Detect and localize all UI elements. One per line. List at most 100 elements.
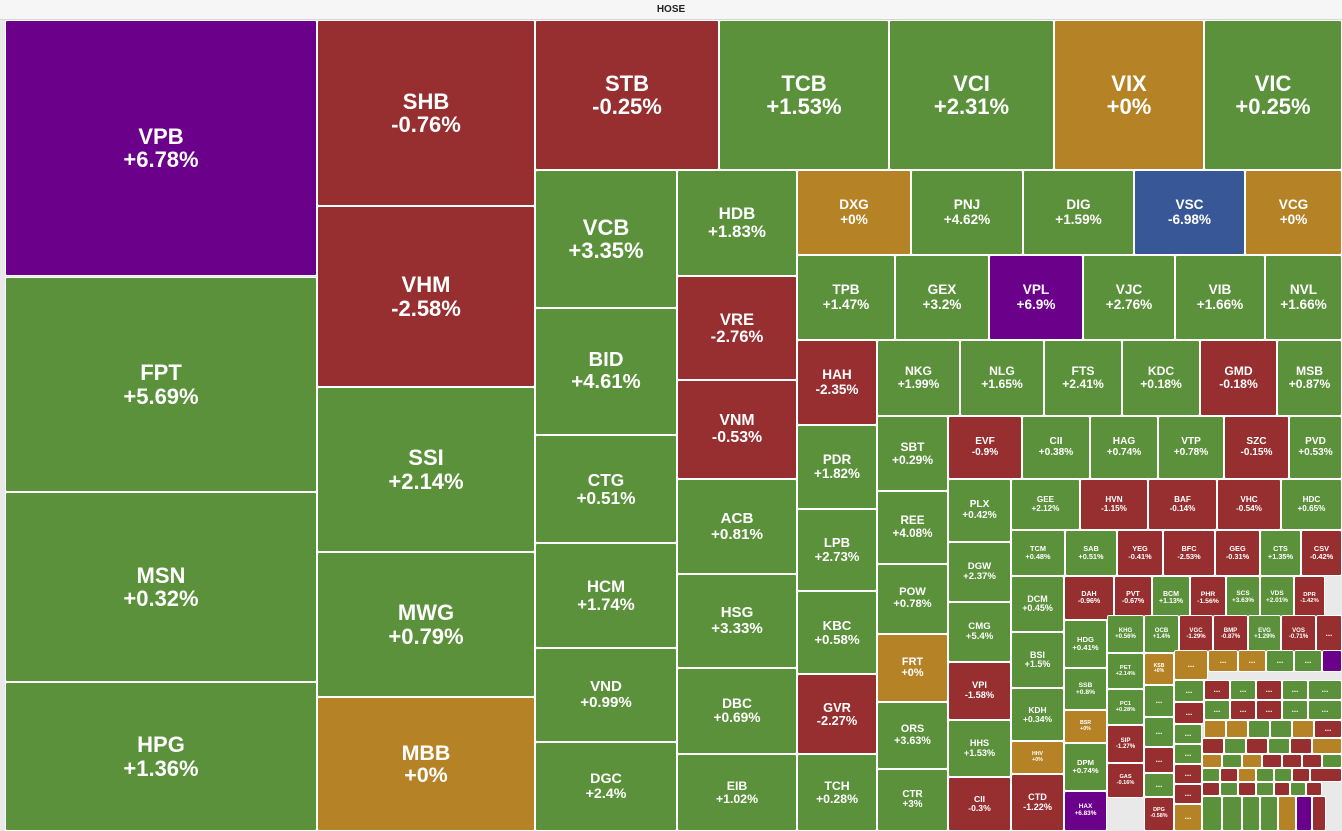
stock-tile-hdb[interactable]: HDB +1.83% bbox=[677, 170, 797, 276]
small-stock-tile[interactable] bbox=[1242, 796, 1260, 831]
stock-tile-cmg[interactable]: CMG +5.4% bbox=[948, 602, 1011, 662]
stock-tile-tch[interactable]: TCH +0.28% bbox=[797, 754, 877, 831]
stock-tile-hah[interactable]: HAH -2.35% bbox=[797, 340, 877, 425]
stock-tile-phr[interactable]: PHR -1.56% bbox=[1190, 576, 1226, 620]
stock-tile-cts[interactable]: CTS +1.35% bbox=[1260, 530, 1301, 576]
small-stock-tile[interactable] bbox=[1292, 768, 1310, 782]
stock-tile-dgw[interactable]: DGW +2.37% bbox=[948, 542, 1011, 602]
stock-tile-shb[interactable]: SHB -0.76% bbox=[317, 20, 535, 206]
small-stock-tile[interactable]: ... bbox=[1316, 615, 1342, 653]
stock-tile-vos[interactable]: VOS -0.71% bbox=[1281, 615, 1316, 653]
stock-tile-fts[interactable]: FTS +2.41% bbox=[1044, 340, 1122, 416]
stock-tile-gee[interactable]: GEE +2.12% bbox=[1011, 479, 1080, 530]
stock-tile-vsc[interactable]: VSC -6.98% bbox=[1134, 170, 1245, 255]
stock-tile-hhv[interactable]: HHV +0% bbox=[1011, 741, 1064, 774]
small-stock-tile[interactable] bbox=[1282, 754, 1302, 768]
stock-tile-pvt[interactable]: PVT -0.67% bbox=[1114, 576, 1152, 620]
small-stock-tile[interactable]: ... bbox=[1266, 650, 1294, 672]
stock-tile-ssb[interactable]: SSB +0.8% bbox=[1064, 668, 1107, 710]
stock-tile-khg[interactable]: KHG +0.56% bbox=[1107, 615, 1144, 653]
small-stock-tile[interactable] bbox=[1274, 768, 1292, 782]
small-stock-tile[interactable] bbox=[1242, 754, 1262, 768]
stock-tile-gas[interactable]: GAS -0.16% bbox=[1107, 763, 1144, 798]
small-stock-tile[interactable]: ... bbox=[1282, 680, 1308, 700]
stock-tile-dxg[interactable]: DXG +0% bbox=[797, 170, 911, 255]
small-stock-tile[interactable] bbox=[1202, 768, 1220, 782]
small-stock-tile[interactable]: ... bbox=[1144, 747, 1174, 773]
stock-tile-vre[interactable]: VRE -2.76% bbox=[677, 276, 797, 380]
stock-tile-pc1[interactable]: PC1 +0.28% bbox=[1107, 689, 1144, 725]
small-stock-tile[interactable]: ... bbox=[1256, 680, 1282, 700]
stock-tile-kdc[interactable]: KDC +0.18% bbox=[1122, 340, 1200, 416]
stock-tile-evf[interactable]: EVF -0.9% bbox=[948, 416, 1022, 479]
stock-tile-vhc[interactable]: VHC -0.54% bbox=[1217, 479, 1281, 530]
small-stock-tile[interactable]: ... bbox=[1144, 773, 1174, 797]
stock-tile-scs[interactable]: SCS +3.63% bbox=[1226, 576, 1260, 620]
stock-tile-bid[interactable]: BID +4.61% bbox=[535, 308, 677, 435]
small-stock-tile[interactable] bbox=[1248, 720, 1270, 738]
small-stock-tile[interactable]: ... bbox=[1144, 717, 1174, 747]
small-stock-tile[interactable] bbox=[1226, 720, 1248, 738]
stock-tile-vnm[interactable]: VNM -0.53% bbox=[677, 380, 797, 479]
stock-tile-sab[interactable]: SAB +0.51% bbox=[1065, 530, 1117, 576]
stock-tile-bmp[interactable]: BMP -0.87% bbox=[1213, 615, 1248, 653]
stock-tile-vjc[interactable]: VJC +2.76% bbox=[1083, 255, 1175, 340]
small-stock-tile[interactable] bbox=[1238, 782, 1256, 796]
small-stock-tile[interactable]: ... bbox=[1208, 650, 1238, 672]
small-stock-tile[interactable] bbox=[1310, 768, 1342, 782]
stock-tile-ctd[interactable]: CTD -1.22% bbox=[1011, 774, 1064, 831]
stock-tile-dcm[interactable]: DCM +0.45% bbox=[1011, 576, 1064, 632]
stock-tile-fpt[interactable]: FPT +5.69% bbox=[5, 277, 317, 492]
stock-tile-msb[interactable]: MSB +0.87% bbox=[1277, 340, 1342, 416]
small-stock-tile[interactable]: ... bbox=[1308, 700, 1342, 720]
stock-tile-tpb[interactable]: TPB +1.47% bbox=[797, 255, 895, 340]
stock-tile-hpg[interactable]: HPG +1.36% bbox=[5, 682, 317, 831]
stock-tile-vgc[interactable]: VGC -1.29% bbox=[1179, 615, 1213, 653]
stock-tile-vpi[interactable]: VPI -1.58% bbox=[948, 662, 1011, 720]
stock-tile-vcb[interactable]: VCB +3.35% bbox=[535, 170, 677, 308]
small-stock-tile[interactable]: ... bbox=[1238, 650, 1266, 672]
stock-tile-ree[interactable]: REE +4.08% bbox=[877, 491, 948, 564]
stock-tile-tcb[interactable]: TCB +1.53% bbox=[719, 20, 889, 170]
small-stock-tile[interactable]: ... bbox=[1174, 680, 1204, 702]
stock-tile-ocb[interactable]: OCB +1.4% bbox=[1144, 615, 1179, 653]
stock-tile-nkg[interactable]: NKG +1.99% bbox=[877, 340, 960, 416]
stock-tile-gvr[interactable]: GVR -2.27% bbox=[797, 674, 877, 754]
stock-tile-lpb[interactable]: LPB +2.73% bbox=[797, 509, 877, 591]
small-stock-tile[interactable] bbox=[1274, 782, 1290, 796]
small-stock-tile[interactable]: ... bbox=[1174, 804, 1202, 831]
stock-tile-eib[interactable]: EIB +1.02% bbox=[677, 754, 797, 831]
small-stock-tile[interactable] bbox=[1270, 720, 1292, 738]
small-stock-tile[interactable] bbox=[1262, 754, 1282, 768]
stock-tile-ssi[interactable]: SSI +2.14% bbox=[317, 387, 535, 552]
stock-tile-kbc[interactable]: KBC +0.58% bbox=[797, 591, 877, 674]
stock-tile-szc[interactable]: SZC -0.15% bbox=[1224, 416, 1289, 479]
stock-tile-hhs[interactable]: HHS +1.53% bbox=[948, 720, 1011, 777]
stock-tile-vds[interactable]: VDS +2.01% bbox=[1260, 576, 1294, 620]
small-stock-tile[interactable] bbox=[1202, 796, 1222, 831]
stock-tile-dpm[interactable]: DPM +0.74% bbox=[1064, 743, 1107, 791]
stock-tile-acb[interactable]: ACB +0.81% bbox=[677, 479, 797, 574]
stock-tile-pet[interactable]: PET +2.14% bbox=[1107, 653, 1144, 689]
small-stock-tile[interactable]: ... bbox=[1204, 680, 1230, 700]
small-stock-tile[interactable] bbox=[1220, 768, 1238, 782]
small-stock-tile[interactable] bbox=[1260, 796, 1278, 831]
stock-tile-vhm[interactable]: VHM -2.58% bbox=[317, 206, 535, 387]
small-stock-tile[interactable] bbox=[1290, 738, 1312, 754]
stock-tile-nlg[interactable]: NLG +1.65% bbox=[960, 340, 1044, 416]
stock-tile-dpr[interactable]: DPR -1.42% bbox=[1294, 576, 1325, 620]
small-stock-tile[interactable] bbox=[1222, 796, 1242, 831]
stock-tile-ors[interactable]: ORS +3.63% bbox=[877, 702, 948, 769]
small-stock-tile[interactable] bbox=[1292, 720, 1314, 738]
stock-tile-ctr[interactable]: CTR +3% bbox=[877, 769, 948, 831]
small-stock-tile[interactable] bbox=[1202, 754, 1222, 768]
stock-tile-sip[interactable]: SIP -1.27% bbox=[1107, 725, 1144, 763]
stock-tile-vix[interactable]: VIX +0% bbox=[1054, 20, 1204, 170]
stock-tile-gex[interactable]: GEX +3.2% bbox=[895, 255, 989, 340]
stock-tile-vpb[interactable]: VPB +6.78% bbox=[5, 20, 317, 276]
small-stock-tile[interactable] bbox=[1306, 782, 1322, 796]
stock-tile-dah[interactable]: DAH -0.96% bbox=[1064, 576, 1114, 620]
stock-tile-bcm[interactable]: BCM +1.13% bbox=[1152, 576, 1190, 620]
small-stock-tile[interactable]: ... bbox=[1308, 680, 1342, 700]
stock-tile-hcm[interactable]: HCM +1.74% bbox=[535, 543, 677, 648]
